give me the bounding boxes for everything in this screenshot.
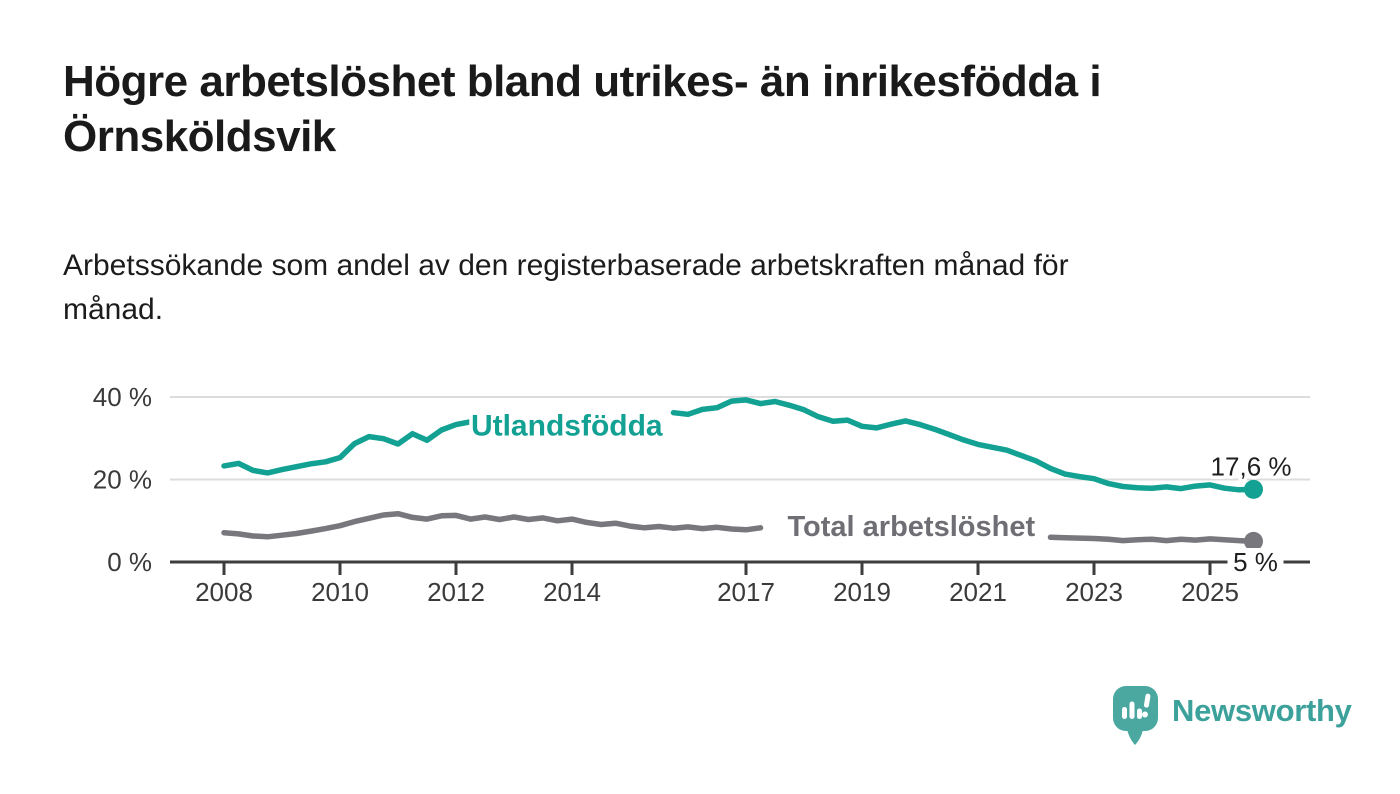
x-axis-label: 2014 — [543, 577, 601, 607]
y-axis-label: 40 % — [93, 382, 152, 412]
x-axis-label: 2012 — [427, 577, 485, 607]
chart-title: Högre arbetslöshet bland utrikes- än inr… — [63, 57, 1102, 162]
x-axis-label: 2021 — [949, 577, 1007, 607]
newsworthy-logo: Newsworthy — [1112, 685, 1352, 746]
end-label-utlandsfodda: 17,6 % — [1211, 451, 1292, 481]
y-axis-label: 20 % — [93, 465, 152, 495]
series-line-utlandsfodda — [670, 397, 1257, 493]
line-chart: 0 % 20 % 40 % 2008 2010 2012 2014 2017 2019 2021 2… — [0, 375, 1400, 615]
x-axis-label: 2025 — [1181, 577, 1239, 607]
series-line-total-arbetsloshet — [1047, 534, 1257, 545]
end-label-total-arbetsloshet: 5 % — [1233, 547, 1278, 577]
end-dot-total-arbetsloshet — [1244, 531, 1263, 551]
newsworthy-wordmark: Newsworthy — [1172, 693, 1352, 728]
line-chart-svg: 0 % 20 % 40 % 2008 2010 2012 2014 2017 2019 2021 2… — [93, 382, 1310, 607]
series-label-utlandsfodda: Utlandsfödda — [471, 409, 663, 442]
series-label-total-arbetsloshet: Total arbetslöshet — [787, 511, 1035, 543]
x-axis-label: 2023 — [1065, 577, 1123, 607]
y-axis-label: 0 % — [107, 547, 152, 577]
x-axis-label: 2008 — [195, 577, 253, 607]
series-line-utlandsfodda — [221, 419, 474, 476]
chart-subtitle: Arbetssökande som andel av den registerb… — [63, 249, 1069, 327]
bar-chart-speech-bubble-icon — [1113, 686, 1158, 745]
end-dot-utlandsfodda — [1244, 479, 1263, 499]
x-axis-label: 2010 — [311, 577, 369, 607]
series-line-total-arbetsloshet — [221, 510, 764, 540]
end-label-bg-total-arbetsloshet — [1227, 548, 1284, 576]
x-axis-label: 2019 — [833, 577, 891, 607]
x-axis-label: 2017 — [717, 577, 775, 607]
